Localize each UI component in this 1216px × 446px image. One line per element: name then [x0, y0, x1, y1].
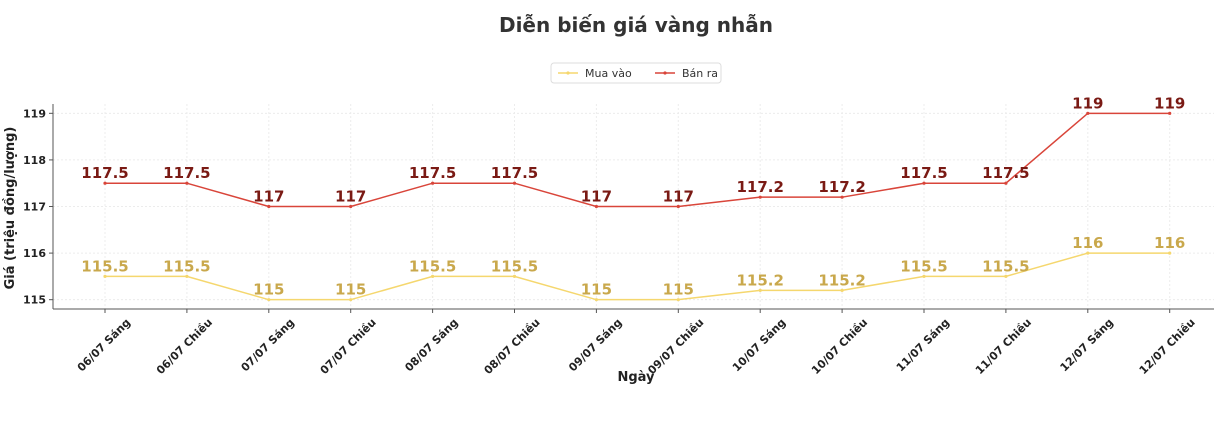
data-label: 117.5: [409, 164, 456, 182]
data-label: 117: [253, 188, 284, 206]
y-tick-label: 118: [23, 154, 46, 167]
x-tick-label: 10/07 Sáng: [730, 316, 788, 374]
legend-label: Mua vào: [585, 67, 632, 80]
x-tick-label: 08/07 Chiều: [482, 316, 543, 377]
data-point: [594, 204, 599, 209]
data-label: 115: [663, 281, 694, 299]
data-label: 116: [1072, 234, 1103, 252]
x-tick-label: 07/07 Chiều: [318, 316, 379, 377]
x-tick-label: 11/07 Chiều: [973, 316, 1034, 377]
data-label: 117.5: [900, 164, 947, 182]
x-tick-label: 10/07 Chiều: [809, 316, 870, 377]
data-labels: 115.5 115.5 115 115 115.5 115.5 115 115 115.2 115…: [81, 94, 1185, 298]
data-label: 115.2: [736, 271, 783, 289]
series-line-mua-vao: [105, 252, 1170, 301]
legend-label: Bán ra: [682, 67, 718, 80]
data-label: 119: [1072, 94, 1103, 112]
data-point: [431, 181, 435, 185]
x-tick-label: 08/07 Sáng: [402, 316, 460, 374]
data-point: [922, 274, 926, 278]
x-tick-label: 11/07 Sáng: [894, 316, 952, 374]
data-point: [267, 204, 271, 209]
data-point: [676, 298, 680, 302]
data-point: [840, 195, 844, 199]
data-point: [103, 274, 107, 278]
data-point: [758, 288, 762, 292]
data-point: [1168, 111, 1172, 115]
data-label: 115.5: [982, 257, 1029, 275]
data-point: [1086, 111, 1090, 115]
data-point: [512, 181, 517, 185]
data-label: 115: [581, 281, 612, 299]
data-label: 115: [335, 281, 366, 299]
x-tick-label: 09/07 Sáng: [566, 316, 624, 374]
data-label: 117.2: [736, 178, 783, 196]
x-ticks: 06/07 Sáng 06/07 Chiều 07/07 Sáng 07/07 Chi…: [75, 309, 1198, 377]
y-tick-label: 116: [23, 247, 46, 260]
data-label: 115.5: [163, 257, 210, 275]
data-label: 119: [1154, 94, 1185, 112]
x-tick-label: 06/07 Chiều: [154, 316, 215, 377]
data-point: [840, 288, 844, 292]
data-point: [431, 274, 435, 278]
data-point: [758, 195, 762, 199]
x-tick-label: 09/07 Chiều: [645, 316, 706, 377]
data-point: [512, 274, 517, 278]
legend-marker: [566, 71, 570, 75]
data-label: 117: [335, 188, 366, 206]
y-axis-label: Giá (triệu đồng/lượng): [3, 127, 18, 290]
data-label: 117: [663, 188, 694, 206]
y-tick-label: 117: [23, 201, 46, 214]
x-tick-label: 12/07 Sáng: [1058, 316, 1116, 374]
data-point: [185, 181, 189, 185]
legend-box: [550, 62, 722, 84]
data-label: 115.2: [818, 271, 865, 289]
data-label: 117.5: [491, 164, 538, 182]
data-label: 117.5: [163, 164, 210, 182]
data-point: [103, 181, 107, 185]
x-tick-label: 12/07 Chiều: [1137, 316, 1198, 377]
data-label: 115.5: [81, 257, 128, 275]
data-label: 115: [253, 281, 284, 299]
series-points: [103, 111, 1172, 302]
y-ticks: 115 116 117 118 119: [23, 107, 53, 307]
data-point: [1004, 274, 1008, 278]
legend-marker: [663, 71, 667, 75]
data-label: 117: [581, 188, 612, 206]
data-point: [594, 298, 599, 302]
series-lines: [105, 112, 1170, 301]
x-tick-label: 07/07 Sáng: [239, 316, 297, 374]
x-tick-label: 06/07 Sáng: [75, 316, 133, 374]
data-label: 116: [1154, 234, 1185, 252]
y-tick-label: 115: [23, 294, 46, 307]
data-label: 115.5: [491, 257, 538, 275]
data-point: [676, 204, 680, 209]
y-tick-label: 119: [23, 107, 46, 120]
chart-title: Diễn biến giá vàng nhẫn: [499, 13, 773, 37]
data-point: [349, 204, 353, 209]
data-point: [185, 274, 189, 278]
data-label: 115.5: [409, 257, 456, 275]
data-point: [1086, 251, 1090, 255]
x-axis-label: Ngày: [617, 370, 655, 385]
data-point: [267, 298, 271, 302]
series-line-ban-ra: [105, 112, 1170, 208]
data-label: 115.5: [900, 257, 947, 275]
data-label: 117.2: [818, 178, 865, 196]
data-point: [922, 181, 926, 185]
legend: Mua vào Bán ra: [550, 62, 722, 84]
data-label: 117.5: [982, 164, 1029, 182]
data-point: [1004, 181, 1008, 185]
data-point: [349, 298, 353, 302]
data-point: [1168, 251, 1172, 255]
data-label: 117.5: [81, 164, 128, 182]
